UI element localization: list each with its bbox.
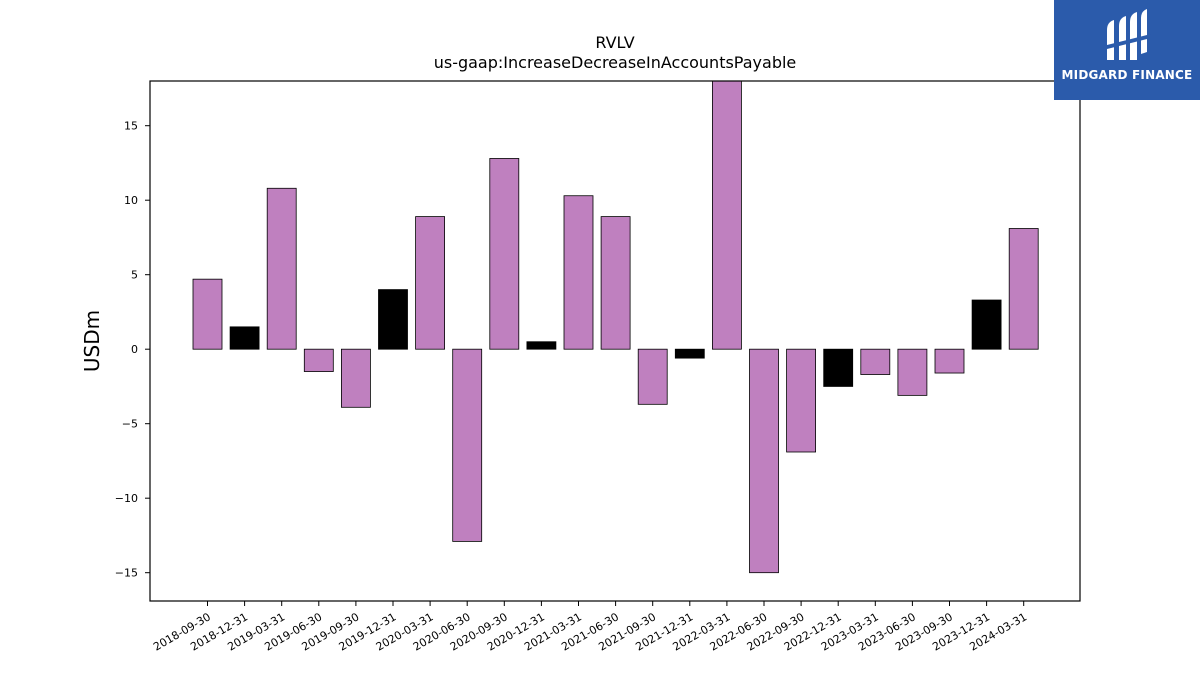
bars-group [192,80,1039,574]
bar-2020-09-30 [489,158,520,350]
chart-subtitle: us-gaap:IncreaseDecreaseInAccountsPayabl… [434,53,797,72]
bar-2023-09-30 [934,348,965,374]
bar-2020-06-30 [452,348,483,542]
bar-2018-12-31 [229,326,260,350]
chart-title: RVLV [595,33,634,52]
bar-2019-06-30 [303,348,334,372]
bar-2021-12-31 [674,348,705,359]
bar-2020-12-31 [526,341,557,350]
bar-2023-12-31 [971,299,1002,350]
bar-2019-09-30 [340,348,371,408]
bar-2023-06-30 [897,348,928,396]
bar-2019-12-31 [378,289,408,350]
bar-2018-09-30 [192,278,223,350]
bar-2023-03-31 [860,348,891,375]
y-tick-label: 15 [124,120,138,133]
bar-2022-03-31 [712,80,742,350]
y-tick-label: 0 [131,343,138,356]
y-axis-label: USDm [80,310,104,372]
bar-2020-03-31 [415,216,446,350]
y-tick-label: 10 [124,194,138,207]
bar-2022-12-31 [823,348,854,387]
brand-logo: MIDGARD FINANCE [1054,0,1200,100]
y-tick-label: −10 [115,492,138,505]
bar-2021-06-30 [600,216,631,350]
bar-2021-09-30 [637,348,668,405]
brand-name: MIDGARD FINANCE [1061,68,1193,82]
x-axis: 2018-09-302018-12-312019-03-312019-06-30… [151,601,1029,654]
bar-2019-03-31 [266,187,297,350]
bar-2022-06-30 [749,348,779,574]
y-tick-label: −5 [122,418,138,431]
y-axis: −15 −10 −5 0 5 10 15 [115,120,150,580]
bar-2022-09-30 [786,348,816,453]
midgard-logo-icon [1103,9,1151,60]
y-tick-label: −15 [115,567,138,580]
y-tick-label: 5 [131,269,138,282]
bar-2024-03-31 [1008,228,1039,350]
plot-frame [149,80,1081,602]
bar-2021-03-31 [563,195,594,350]
